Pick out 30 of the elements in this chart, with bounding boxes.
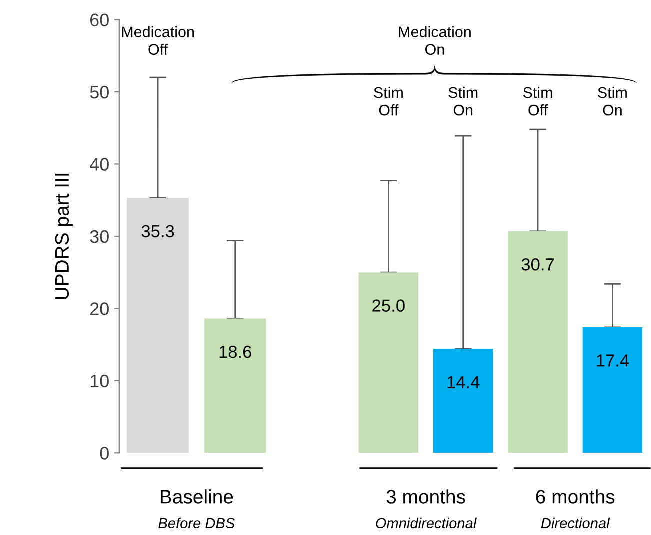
bar [358,272,419,454]
y-tick-label: 50 [90,86,109,99]
data-label: 18.6 [220,346,252,358]
bar [582,327,643,454]
y-tick-label: 20 [90,302,109,316]
text: 6 months [536,490,615,504]
annotation: Medication On [399,26,471,56]
data-label: 30.7 [522,258,554,271]
annotation: Stim Off [374,86,403,116]
data-label: 35.3 [142,225,174,238]
y-axis-title: UPDRS part III [55,174,73,300]
bar [433,349,494,454]
text: Before DBS [158,518,236,529]
y-tick-label: 30 [90,230,109,244]
data-label: 14.4 [448,376,480,388]
text: Omnidirectional [376,518,478,529]
data-label: 17.4 [597,354,630,367]
text: Baseline [161,490,234,504]
bar [508,231,568,454]
data-label: 25.0 [372,300,405,312]
y-tick-label: 10 [90,374,109,388]
y-tick-label: 40 [90,158,109,171]
annotation: Stim On [598,86,627,116]
y-tick-label: 0 [100,447,109,460]
annotation: Stim On [448,86,478,116]
annotation: Stim Off [523,86,552,116]
annotation: Medication Off [122,26,194,56]
text: 3 months [386,490,466,504]
y-tick-label: 60 [90,14,109,27]
text: Directional [541,518,610,529]
